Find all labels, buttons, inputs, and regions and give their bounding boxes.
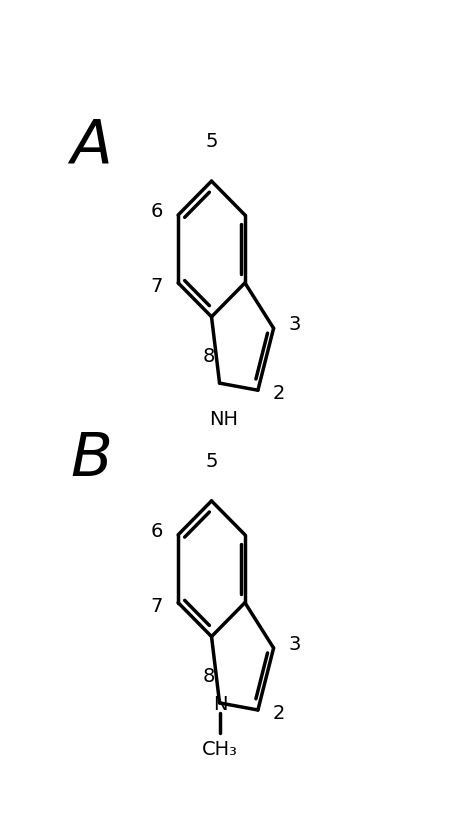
- Text: 3: 3: [289, 635, 301, 654]
- Text: B: B: [70, 430, 112, 489]
- Text: CH₃: CH₃: [201, 740, 237, 759]
- Text: 2: 2: [273, 384, 285, 404]
- Text: 8: 8: [202, 347, 215, 366]
- Text: 5: 5: [205, 132, 218, 151]
- Text: 8: 8: [202, 666, 215, 685]
- Text: 2: 2: [273, 704, 285, 723]
- Text: 3: 3: [289, 315, 301, 334]
- Text: 7: 7: [151, 597, 163, 616]
- Text: 6: 6: [151, 522, 163, 541]
- Text: A: A: [70, 117, 112, 176]
- Text: 6: 6: [151, 202, 163, 221]
- Text: NH: NH: [209, 409, 238, 429]
- Text: 7: 7: [151, 277, 163, 296]
- Text: 5: 5: [205, 452, 218, 471]
- Text: N: N: [213, 696, 228, 714]
